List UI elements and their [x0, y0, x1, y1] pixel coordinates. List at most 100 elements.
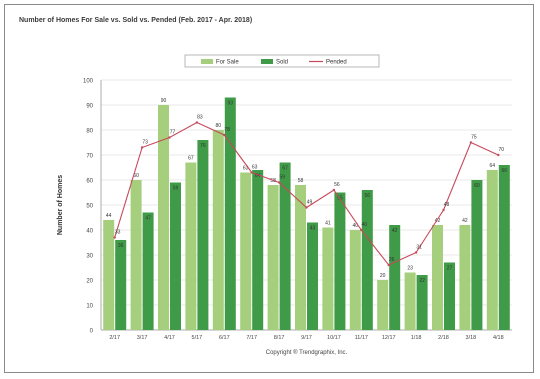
- bar-sold-4-18: [498, 165, 510, 330]
- y-tick-label: 20: [86, 279, 93, 285]
- point-pended: [113, 236, 116, 239]
- bar-for-sale-2-18: [432, 225, 443, 330]
- y-tick-label: 70: [86, 154, 93, 160]
- bar-for-sale-3-18: [459, 225, 471, 330]
- x-tick-label: 6/17: [219, 335, 230, 341]
- chart-title: Number of Homes For Sale vs. Sold vs. Pe…: [19, 17, 253, 24]
- data-label-for-sale: 90: [161, 98, 167, 104]
- point-pended: [195, 121, 199, 124]
- data-label-for-sale: 60: [133, 173, 139, 179]
- data-label-for-sale: 80: [216, 123, 222, 129]
- bar-sold-5-17: [197, 140, 209, 330]
- bar-for-sale-7-17: [240, 172, 252, 330]
- data-label-sold: 36: [118, 243, 124, 249]
- data-label-sold: 60: [474, 183, 480, 189]
- data-label-pended: 56: [334, 182, 340, 188]
- data-label-for-sale: 23: [407, 266, 413, 272]
- bar-for-sale-1-18: [404, 272, 416, 330]
- y-tick-label: 30: [86, 254, 93, 260]
- x-tick-label: 7/17: [246, 335, 257, 341]
- data-label-for-sale: 58: [298, 178, 304, 184]
- data-label-for-sale: 42: [435, 218, 441, 224]
- y-axis-title: Number of Homes: [57, 175, 64, 235]
- legend-label-for-sale: For Sale: [216, 60, 239, 66]
- bar-for-sale-12-17: [377, 280, 389, 330]
- data-label-for-sale: 58: [270, 178, 276, 184]
- x-tick-label: 8/17: [274, 335, 285, 341]
- data-label-pended: 75: [471, 135, 477, 141]
- data-label-pended: 49: [307, 200, 313, 206]
- bar-sold-8-17: [279, 162, 291, 330]
- point-pended: [223, 133, 226, 137]
- point-pended: [277, 181, 281, 184]
- data-label-pended: 77: [170, 130, 176, 136]
- data-label-sold: 47: [145, 216, 151, 222]
- point-pended: [414, 251, 418, 254]
- data-label-for-sale: 44: [106, 213, 112, 219]
- x-tick-label: 4/18: [493, 335, 504, 341]
- data-label-for-sale: 20: [380, 273, 386, 279]
- bar-for-sale-10-17: [322, 227, 334, 330]
- legend-label-sold: Sold: [276, 60, 288, 66]
- data-label-sold: 56: [365, 193, 371, 199]
- data-label-sold: 66: [502, 168, 508, 174]
- point-pended: [469, 141, 473, 144]
- x-tick-label: 12/17: [382, 335, 396, 341]
- bar-sold-3-18: [471, 180, 483, 330]
- x-tick-label: 4/17: [164, 335, 175, 341]
- point-pended: [360, 228, 363, 232]
- point-pended: [387, 263, 390, 267]
- bar-sold-12-17: [389, 225, 401, 330]
- x-tick-label: 2/17: [109, 335, 120, 341]
- data-label-sold: 76: [200, 143, 206, 149]
- bar-for-sale-3-17: [130, 180, 142, 330]
- data-label-pended: 48: [444, 202, 450, 208]
- bar-sold-11-17: [361, 190, 373, 330]
- y-tick-label: 50: [86, 204, 93, 210]
- data-label-pended: 70: [499, 147, 505, 153]
- data-label-for-sale: 40: [353, 223, 359, 229]
- bar-for-sale-4-18: [486, 170, 498, 330]
- x-tick-label: 3/18: [466, 335, 477, 341]
- point-pended: [332, 188, 336, 192]
- legend-swatch-for-sale: [201, 59, 213, 64]
- data-label-pended: 40: [362, 222, 368, 228]
- bar-sold-9-17: [307, 222, 318, 330]
- data-label-for-sale: 41: [325, 221, 331, 227]
- bar-sold-7-17: [252, 170, 264, 330]
- data-label-for-sale: 67: [188, 156, 194, 162]
- data-label-pended: 31: [416, 245, 422, 251]
- bar-for-sale-5-17: [185, 162, 197, 330]
- data-label-for-sale: 42: [462, 218, 468, 224]
- x-tick-label: 9/17: [301, 335, 312, 341]
- x-tick-label: 2/18: [438, 335, 449, 341]
- bar-for-sale-11-17: [349, 230, 361, 330]
- x-tick-label: 11/17: [355, 335, 368, 341]
- bar-sold-3-17: [142, 212, 154, 330]
- x-tick-label: 5/17: [192, 335, 203, 341]
- data-label-sold: 59: [173, 186, 179, 192]
- point-pended: [140, 146, 144, 149]
- data-label-for-sale: 64: [490, 163, 496, 169]
- data-label-for-sale: 63: [243, 166, 249, 172]
- legend-label-pended: Pended: [326, 60, 347, 66]
- data-label-sold: 64: [255, 173, 261, 179]
- data-label-sold: 27: [447, 266, 453, 272]
- point-pended: [442, 208, 445, 212]
- bar-for-sale-2-17: [103, 220, 115, 330]
- point-pended: [168, 136, 171, 139]
- y-tick-label: 60: [86, 179, 93, 185]
- data-label-sold: 67: [282, 166, 288, 172]
- data-label-sold: 43: [310, 226, 316, 232]
- point-pended: [497, 153, 500, 157]
- y-tick-label: 80: [86, 129, 93, 135]
- bar-sold-1-18: [416, 275, 428, 330]
- bar-sold-4-17: [170, 182, 181, 330]
- y-tick-label: 0: [90, 329, 94, 335]
- bar-for-sale-8-17: [267, 185, 279, 330]
- data-label-sold: 42: [392, 228, 398, 234]
- y-tick-label: 90: [86, 104, 93, 110]
- bar-for-sale-4-17: [158, 105, 169, 330]
- data-label-sold: 22: [419, 278, 425, 284]
